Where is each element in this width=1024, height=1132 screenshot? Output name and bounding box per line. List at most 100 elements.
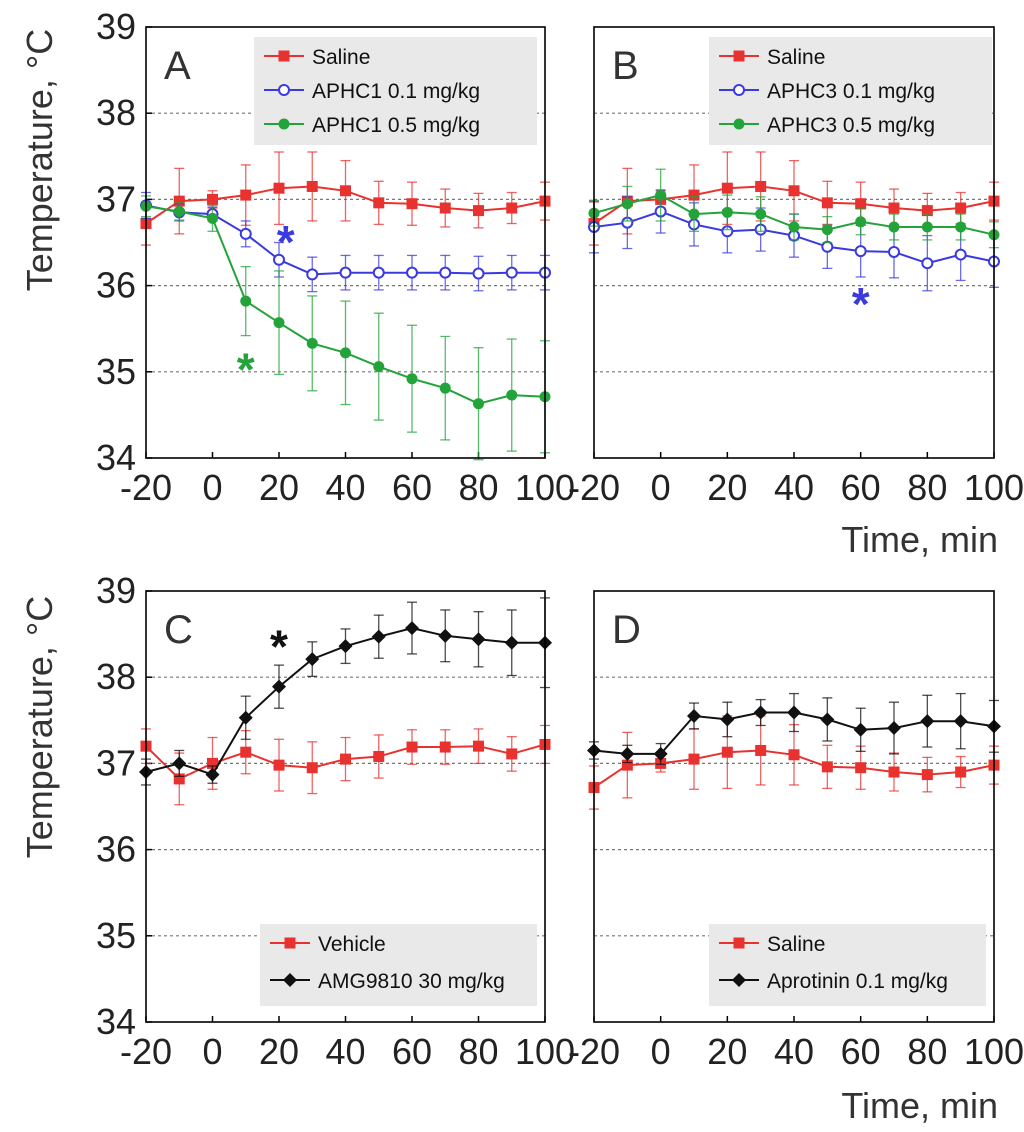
legend-label: Saline [767,46,825,69]
data-point [721,182,733,194]
data-point [273,759,285,771]
x-tick-label: 80 [907,1031,947,1072]
data-point [373,751,385,763]
data-point [207,212,218,224]
data-point [306,268,319,281]
data-point [306,337,318,349]
x-tick-label: 40 [774,467,814,508]
legend-marker [278,50,290,62]
data-point [955,221,967,233]
data-point [173,773,185,785]
x-tick-label: 20 [707,1031,747,1072]
legend-marker [283,973,297,987]
panel-c: 34 35 36 37 38 39 -20 0 20 40 60 80 100 * C Vehicle AMG9… [96,570,575,1072]
data-point [788,185,800,197]
data-point [439,266,452,279]
data-point [439,382,451,394]
data-point [921,257,934,270]
legend-label: APHC3 0.1 mg/kg [767,80,935,103]
significance-star: * [237,343,255,395]
data-point [240,746,252,758]
data-point [340,753,351,765]
legend-label: Aprotinin 0.1 mg/kg [767,970,948,993]
data-point [340,185,351,197]
y-tick-label: 36 [96,265,136,306]
data-point [953,714,968,729]
data-point [888,221,900,233]
legend-box [709,924,986,1006]
x-tick-label: -20 [568,467,620,508]
series-aphc1-0-5-mg-kg [140,195,551,461]
data-point [505,266,518,279]
y-tick-label: 38 [96,656,136,697]
data-point [687,708,701,723]
legend-marker [732,973,746,987]
data-point [788,749,800,761]
plot-frame [145,590,546,1023]
data-point [921,221,933,233]
x-tick-label: -20 [120,467,172,508]
y-tick-label: 37 [96,178,136,219]
x-tick-label: 100 [515,1031,575,1072]
data-point [473,398,484,410]
data-point [439,202,451,214]
legend-marker [733,937,745,949]
legend-label: Vehicle [318,933,386,956]
x-tick-label: 0 [651,1031,671,1072]
y-tick-label: 34 [96,437,136,478]
x-tick-label: 100 [964,467,1024,508]
data-point [473,740,484,752]
plot-frame [593,590,995,1023]
data-point [653,746,668,761]
legend: Saline APHC3 0.1 mg/kg APHC3 0.5 mg/kg [709,37,992,145]
data-point [504,635,519,650]
data-point [854,245,867,258]
data-point [820,712,835,727]
data-point [888,766,900,778]
y-tick-label: 36 [96,829,136,870]
legend-marker [733,118,745,130]
data-point [688,753,700,765]
legend-marker [733,84,745,96]
legend-label: APHC3 0.5 mg/kg [767,114,935,137]
data-point [339,266,352,279]
x-tick-label: 60 [841,1031,881,1072]
data-point [888,202,900,214]
x-tick-label: 60 [841,467,881,508]
data-point [753,705,768,720]
panel-letter: A [164,44,191,88]
data-point [755,180,767,192]
x-tick-label: -20 [120,1031,172,1072]
data-point [721,206,733,218]
legend: Saline APHC1 0.1 mg/kg APHC1 0.5 mg/kg [254,37,537,145]
legend-marker [278,118,290,130]
series-saline [140,151,551,246]
data-point [921,769,933,781]
legend: Saline Aprotinin 0.1 mg/kg [709,924,986,1006]
y-tick-label: 39 [96,570,136,611]
data-point [207,193,218,205]
series-amg9810-30-mg-kg [139,597,552,786]
data-point [273,253,285,266]
panel-d: -20 0 20 40 60 80 100 Time, min D Saline Aprotinin… [568,590,1024,1126]
data-point [371,629,386,644]
data-point [238,710,253,725]
data-point [406,373,418,385]
data-point [406,741,418,753]
data-point [821,761,833,773]
data-point [853,722,868,737]
data-point [655,189,667,201]
legend-box [260,924,537,1006]
data-point [821,197,833,209]
panel-letter: C [164,608,193,652]
series-aphc3-0-5-mg-kg [588,168,1000,249]
data-point [406,198,418,210]
legend-label: Saline [767,933,825,956]
data-point [688,189,700,201]
legend-label: APHC1 0.5 mg/kg [312,114,480,137]
data-point [305,652,320,667]
data-point [373,361,385,373]
x-tick-label: 0 [202,1031,222,1072]
data-point [473,205,484,217]
significance-star: * [852,278,870,330]
